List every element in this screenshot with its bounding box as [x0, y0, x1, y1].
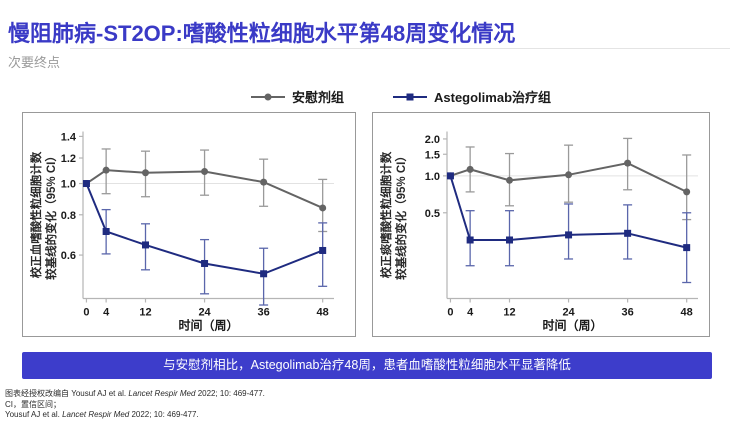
data-point [260, 178, 268, 186]
data-point [319, 246, 327, 254]
footnotes: 图表经授权改编自 Yousuf AJ et al. Lancet Respir … [5, 389, 265, 421]
page-subtitle: 次要终点 [8, 55, 61, 70]
data-point [102, 166, 110, 174]
y-tick-label: 1.5 [425, 149, 440, 161]
data-point [565, 171, 573, 179]
data-point [82, 180, 90, 188]
legend-item-astegolimab: Astegolimab治疗组 [392, 87, 551, 106]
data-point [683, 244, 691, 252]
data-point [201, 259, 209, 267]
conclusion-text: 与安慰剂相比，Astegolimab治疗48周，患者血嗜酸性粒细胞水平显著降低 [163, 358, 571, 372]
astegolimab-line-marker-icon [392, 91, 428, 103]
series-placebo [82, 148, 328, 233]
x-tick-label: 12 [503, 307, 515, 319]
footnote-line: CI，置信区间； [5, 399, 61, 409]
data-point [565, 231, 573, 239]
legend-label-astegolimab: Astegolimab治疗组 [434, 90, 552, 105]
y-axis-title: 校正痰嗜酸性粒细胞计数 [379, 151, 393, 278]
legend-item-placebo: 安慰剂组 [250, 87, 344, 106]
data-point [466, 236, 474, 244]
series-line [85, 169, 324, 209]
y-axis-title: 较基线的变化（95% CI） [394, 150, 408, 280]
data-point [506, 236, 514, 244]
x-tick-label: 0 [83, 307, 89, 319]
series-placebo [446, 137, 692, 221]
series-astegolimab [82, 180, 328, 306]
x-tick-label: 36 [257, 307, 269, 319]
x-tick-label: 12 [139, 307, 151, 319]
legend-label-placebo: 安慰剂组 [291, 90, 344, 105]
data-point [102, 227, 110, 235]
footnote-line: Yousuf AJ et al. Lancet Respir Med 2022;… [5, 410, 199, 419]
footnote-line: 图表经授权改编自 Yousuf AJ et al. Lancet Respir … [5, 389, 265, 398]
x-axis-title: 时间（周） [542, 318, 602, 333]
x-tick-label: 24 [562, 307, 575, 319]
series-line [85, 183, 324, 275]
blood-eosinophil-panel: 1.4 1.2 1.0 0.8 0.6 0 4 12 24 36 48 时间（周） 校正血嗜酸性粒细胞计… [22, 112, 356, 337]
sputum-eosinophil-chart: 2.0 1.5 1.0 0.5 0 4 12 24 36 48 时间（周） 校正痰嗜酸性粒细胞计数 较基… [373, 113, 709, 336]
sputum-eosinophil-panel: 2.0 1.5 1.0 0.5 0 4 12 24 36 48 时间（周） 校正痰嗜酸性粒细胞计数 较基… [372, 112, 710, 337]
data-point [142, 241, 150, 249]
data-point [466, 165, 474, 173]
x-axis-title: 时间（周） [178, 318, 238, 333]
data-point [142, 169, 150, 177]
placebo-line-marker-icon [250, 91, 286, 103]
y-tick-label: 0.8 [61, 210, 76, 222]
legend: 安慰剂组 Astegolimab治疗组 [0, 87, 735, 106]
blood-eosinophil-chart: 1.4 1.2 1.0 0.8 0.6 0 4 12 24 36 48 时间（周） 校正血嗜酸性粒细胞计… [23, 113, 355, 336]
x-tick-label: 48 [317, 307, 329, 319]
title-divider [70, 48, 730, 49]
x-tick-label: 36 [621, 307, 633, 319]
y-tick-label: 0.5 [425, 208, 440, 220]
y-tick-label: 1.0 [61, 179, 76, 191]
y-axis-title: 校正血嗜酸性粒细胞计数 [29, 151, 43, 278]
x-tick-label: 4 [467, 307, 474, 319]
x-tick-label: 0 [447, 307, 453, 319]
series-astegolimab [446, 172, 692, 284]
x-tick-label: 48 [681, 307, 693, 319]
series-line [449, 175, 687, 249]
data-point [260, 270, 268, 278]
data-point [201, 167, 209, 175]
y-tick-label: 0.6 [61, 250, 76, 262]
y-tick-label: 1.4 [61, 131, 77, 143]
x-tick-label: 4 [103, 307, 110, 319]
page-title: 慢阻肺病-ST2OP:嗜酸性粒细胞水平第48周变化情况 [8, 21, 516, 46]
data-point [624, 159, 632, 167]
data-point [506, 176, 514, 184]
y-axis-title: 较基线的变化（95% CI） [44, 150, 58, 280]
x-tick-label: 24 [198, 307, 211, 319]
conclusion-banner: 与安慰剂相比，Astegolimab治疗48周，患者血嗜酸性粒细胞水平显著降低 [22, 352, 712, 379]
data-point [446, 172, 454, 180]
y-tick-label: 1.0 [425, 171, 440, 183]
y-tick-label: 2.0 [425, 134, 440, 146]
data-point [319, 204, 327, 212]
y-tick-label: 1.2 [61, 153, 76, 165]
data-point [624, 229, 632, 237]
data-point [683, 188, 691, 196]
